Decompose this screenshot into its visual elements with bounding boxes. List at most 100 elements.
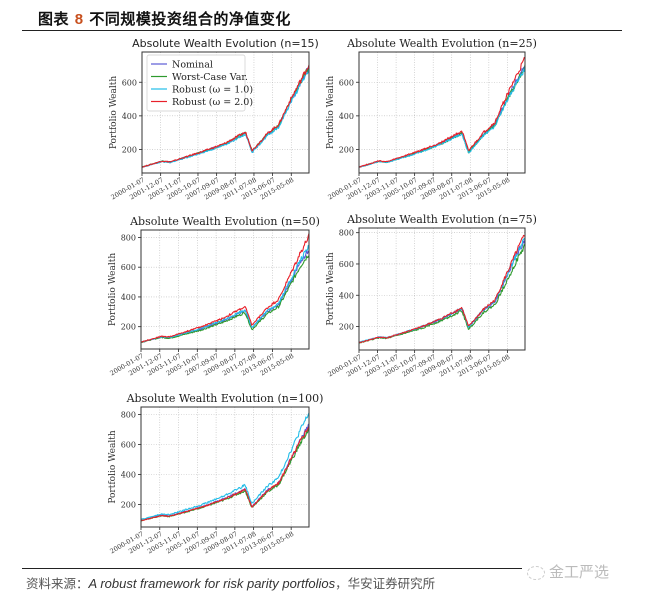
plot-frame <box>141 51 310 174</box>
x-tick-label: 2013-06-07 <box>240 352 276 378</box>
x-tick-label: 2013-06-07 <box>240 176 276 202</box>
legend-label: Worst-Case Var. <box>172 72 248 83</box>
title-divider <box>22 30 622 31</box>
series-line <box>141 65 310 168</box>
x-tick-label: 2000-01-07 <box>109 352 145 378</box>
x-tick-label: 2003-11-07 <box>146 352 182 378</box>
x-tick-label: 2000-01-07 <box>110 176 146 202</box>
x-tick-label: 2007-09-07 <box>184 530 220 556</box>
x-tick-label: 2001-12-07 <box>127 530 163 556</box>
x-tick-label: 2005-10-07 <box>165 530 201 556</box>
x-tick-label: 2009-08-07 <box>202 530 238 556</box>
chart-title: Absolute Wealth Evolution (n=100) <box>126 392 324 405</box>
plot-frame <box>140 229 310 350</box>
series-line <box>141 64 310 168</box>
x-tick-label: 2000-01-07 <box>109 530 145 556</box>
x-tick-label: 2015-05-08 <box>259 352 295 378</box>
figure-number: 8 <box>74 11 84 28</box>
series-line <box>358 237 526 343</box>
plot-frame <box>358 227 526 351</box>
x-tick-label: 2005-10-07 <box>165 352 201 378</box>
figure-title: 图表 8 不同规模投资组合的净值变化 <box>38 8 291 29</box>
series-line <box>358 64 526 168</box>
y-tick-label: 400 <box>121 293 136 302</box>
series-line <box>358 66 526 168</box>
y-axis-label: Portfolio Wealth <box>326 76 336 150</box>
watermark-text: 金工严选 <box>549 563 610 581</box>
x-tick-label: 2001-12-07 <box>128 176 164 202</box>
series-line <box>358 56 526 168</box>
y-tick-label: 800 <box>121 411 136 420</box>
y-tick-label: 600 <box>121 441 136 450</box>
series-line <box>140 425 310 522</box>
source-divider <box>22 568 522 569</box>
legend-label: Robust (ω = 1.0) <box>172 85 253 96</box>
y-tick-label: 200 <box>339 145 354 154</box>
plot-frame <box>358 51 526 174</box>
source-note: 资料来源：A robust framework for risk parity … <box>26 573 435 592</box>
y-tick-label: 600 <box>121 263 136 272</box>
series-line <box>358 66 526 168</box>
legend-label: Nominal <box>172 60 213 71</box>
series-line <box>140 423 310 522</box>
y-axis-label: Portfolio Wealth <box>109 76 119 150</box>
x-tick-label: 2013-06-07 <box>456 176 492 202</box>
chart-title: Absolute Wealth Evolution (n=25) <box>346 37 537 50</box>
series-line <box>140 412 310 521</box>
x-tick-label: 2009-08-07 <box>202 352 238 378</box>
x-tick-label: 2000-01-07 <box>327 176 363 202</box>
x-tick-label: 2015-05-08 <box>259 530 295 556</box>
x-tick-label: 2000-01-07 <box>327 353 363 379</box>
y-tick-label: 400 <box>339 291 354 300</box>
chart-title: Absolute Wealth Evolution (n=50) <box>129 215 320 228</box>
x-tick-label: 2005-10-07 <box>382 353 418 379</box>
y-axis-label: Portfolio Wealth <box>108 430 118 504</box>
x-tick-label: 2001-12-07 <box>345 353 381 379</box>
x-tick-label: 2015-05-08 <box>475 176 511 202</box>
x-tick-label: 2013-06-07 <box>456 353 492 379</box>
y-tick-label: 600 <box>339 260 354 269</box>
x-tick-label: 2009-08-07 <box>419 353 455 379</box>
watermark: 金工严选 <box>527 561 609 582</box>
series-line <box>359 238 526 343</box>
source-suffix: ，华安证券研究所 <box>335 576 436 591</box>
series-line <box>358 244 526 344</box>
x-tick-label: 2009-08-07 <box>419 176 455 202</box>
x-tick-label: 2011-07-08 <box>438 353 474 379</box>
y-tick-label: 800 <box>339 229 354 238</box>
x-tick-label: 2007-09-07 <box>184 352 220 378</box>
x-tick-label: 2015-05-08 <box>475 353 511 379</box>
y-tick-label: 400 <box>122 112 137 121</box>
series-line <box>358 234 526 344</box>
x-tick-label: 2015-05-08 <box>259 176 295 202</box>
wechat-icon <box>527 565 545 580</box>
y-tick-label: 200 <box>121 501 136 510</box>
figure-label: 图表 <box>38 10 70 28</box>
x-tick-label: 2005-10-07 <box>382 176 418 202</box>
x-tick-label: 2003-11-07 <box>146 530 182 556</box>
chart-title: Absolute Wealth Evolution (n=75) <box>346 213 537 226</box>
series-line <box>141 69 310 168</box>
x-tick-label: 2003-11-07 <box>364 353 400 379</box>
y-tick-label: 200 <box>122 145 137 154</box>
plot-frame <box>140 406 310 528</box>
y-tick-label: 600 <box>339 78 354 87</box>
source-reference: A robust framework for risk parity portf… <box>88 576 336 591</box>
x-tick-label: 2009-08-07 <box>203 176 239 202</box>
chart-title: Absolute Wealth Evolution (n=15) <box>132 37 319 50</box>
x-tick-label: 2003-11-07 <box>147 176 183 202</box>
x-tick-label: 2011-07-08 <box>221 176 257 202</box>
series-line <box>141 65 310 168</box>
x-tick-label: 2013-06-07 <box>240 530 276 556</box>
y-tick-label: 800 <box>121 233 136 242</box>
x-tick-label: 2007-09-07 <box>401 176 437 202</box>
series-line <box>140 427 310 522</box>
series-line <box>141 244 310 343</box>
series-line <box>140 249 310 343</box>
